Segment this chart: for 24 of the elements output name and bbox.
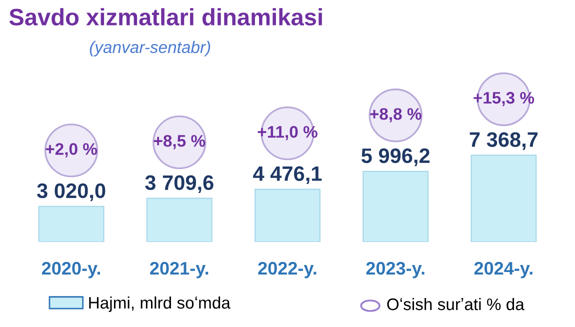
text: +8,8 % [370,108,422,122]
text: +11,0 % [258,126,318,140]
annotation: +2,0 % [46,143,98,158]
data-label: 7 368,7 [470,132,538,150]
bar [254,188,320,242]
x-tick-label: 2021-y. [150,262,208,278]
x-tick-label: 2020-y. [42,262,100,278]
x-tick-label: 2022-y. [258,262,316,278]
bar [470,154,537,242]
bar [38,206,104,242]
bar [362,170,429,242]
text: +15,3 % [474,92,534,106]
legend-label: Hajmi, mlrd soʻmda [89,296,230,312]
chart-subtitle: (yanvar-sentabr) [90,40,210,56]
chart-title: Savdo xizmatlari dinamikasi [9,8,322,26]
data-label: 5 996,2 [361,148,430,166]
x-tick-label: 2024-y. [474,262,532,278]
bar [146,198,212,242]
data-label: 3 020,0 [37,183,106,202]
data-label: 3 709,6 [145,175,214,194]
data-label: 4 476,1 [253,166,322,184]
text: Oʻsish surʼati % da [387,298,524,310]
x-tick-label: 2023-y. [366,262,424,278]
text: +8,5 % [154,134,206,150]
